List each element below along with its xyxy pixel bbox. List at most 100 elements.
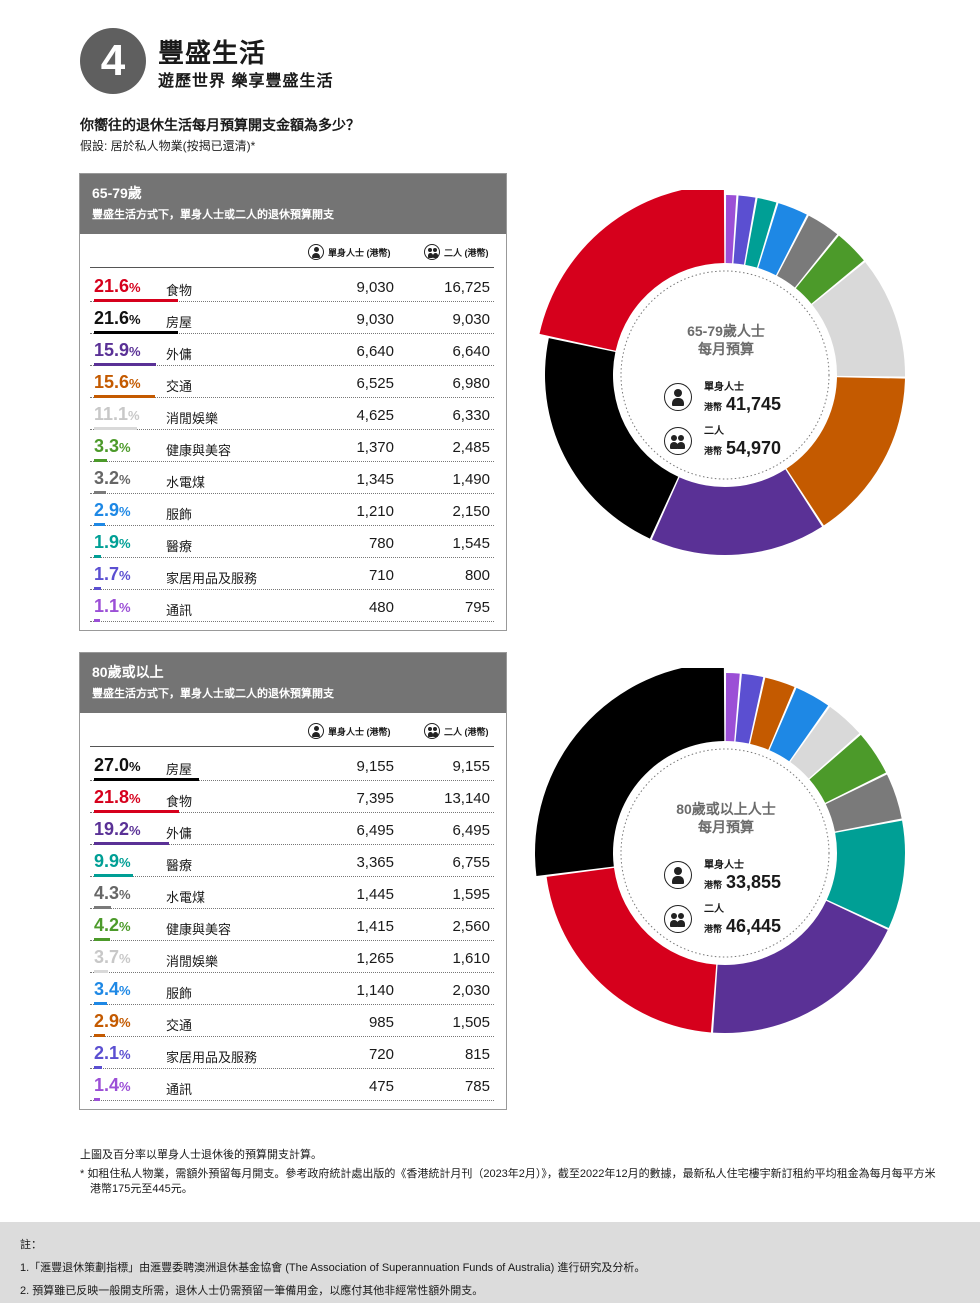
percentage-bar (94, 906, 111, 909)
currency-label: 港幣 (704, 402, 723, 412)
category-label: 食物 (166, 283, 193, 298)
donut-chart-65-79: 65-79歲人士 每月預算 單身人士 港幣 41,745 二人 港幣 54,970 (530, 185, 920, 580)
donut-slice-leisure (812, 262, 905, 377)
single-amount: 985 (368, 1014, 394, 1031)
single-amount: 780 (368, 535, 394, 552)
percentage-label: 1.7% (94, 564, 131, 584)
percentage-label: 27.0% (94, 755, 141, 775)
couple-amount: 16,725 (444, 279, 490, 296)
percentage-bar (94, 395, 155, 398)
couple-amount: 6,495 (452, 822, 490, 839)
couple-amount: 1,545 (452, 535, 490, 552)
donut-slice-medical (745, 197, 777, 268)
couple-amount: 2,030 (452, 982, 490, 999)
category-label: 健康與美容 (166, 443, 232, 458)
category-label: 健康與美容 (166, 922, 232, 937)
single-total: 單身人士 港幣 33,855 (664, 856, 781, 893)
column-headers: 單身人士 (港幣) 二人 (港幣) (80, 713, 506, 747)
single-amount: 1,210 (356, 503, 394, 520)
single-label: 單身人士 (704, 382, 744, 393)
percentage-bar (94, 778, 200, 781)
category-label: 家居用品及服務 (166, 1050, 258, 1065)
donut-slice-health (809, 734, 887, 803)
table-row: 3.3% 健康與美容 1,370 2,485 (90, 430, 494, 462)
percentage-bar (94, 491, 107, 494)
panel-header: 80歲或以上 豐盛生活方式下，單身人士或二人的退休預算開支 (80, 653, 506, 713)
percentage-label: 3.4% (94, 979, 131, 999)
percentage-label: 9.9% (94, 851, 131, 871)
donut-slice-dining (651, 469, 823, 555)
category-label: 水電煤 (166, 475, 206, 490)
table-row: 21.6% 房屋 9,030 9,030 (90, 302, 494, 334)
percentage-label: 21.6% (94, 308, 141, 328)
percentage-bar (94, 1098, 100, 1101)
table-row: 3.2% 水電煤 1,345 1,490 (90, 462, 494, 494)
donut-slice-housing (535, 663, 725, 877)
couple-column-header: 二人 (港幣) (424, 723, 489, 739)
two-persons-icon (664, 904, 692, 933)
percentage-bar (94, 363, 156, 366)
table-row: 27.0% 房屋 9,155 9,155 (90, 749, 494, 781)
table-row: 4.3% 水電煤 1,445 1,595 (90, 877, 494, 909)
single-person-icon (308, 723, 324, 739)
percentage-bar (94, 842, 169, 845)
couple-column-label: 二人 (港幣) (444, 726, 489, 737)
calculation-note: 上圖及百分率以單身人士退休後的預算開支計算。 (80, 1149, 322, 1161)
panel-age-title: 65-79歲 (92, 185, 142, 201)
table-row: 3.4% 服飾 1,140 2,030 (90, 973, 494, 1005)
percentage-bar (94, 938, 111, 941)
couple-label: 二人 (704, 426, 724, 437)
category-label: 外傭 (166, 826, 193, 841)
single-amount: 1,370 (356, 439, 394, 456)
single-amount: 9,155 (356, 758, 394, 775)
couple-amount: 1,595 (452, 886, 490, 903)
percentage-bar (94, 1034, 106, 1037)
couple-total-amount: 54,970 (726, 438, 782, 458)
table-row: 2.9% 服飾 1,210 2,150 (90, 494, 494, 526)
column-headers: 單身人士 (港幣) 二人 (港幣) (80, 234, 506, 268)
couple-column-label: 二人 (港幣) (444, 247, 489, 258)
two-persons-icon (664, 426, 692, 455)
category-label: 房屋 (166, 315, 193, 330)
percentage-bar (94, 523, 106, 526)
center-title-line1: 65-79歲人士 (687, 323, 765, 339)
table-rows: 27.0% 房屋 9,155 9,155 21.8% 食物 7,395 13,140 19.2%… (80, 749, 506, 1101)
percentage-bar (94, 1002, 108, 1005)
donut-slice-transport (786, 377, 905, 526)
percentage-label: 21.8% (94, 787, 141, 807)
single-amount: 9,030 (356, 311, 394, 328)
table-row: 15.6% 交通 6,525 6,980 (90, 366, 494, 398)
panel-header: 65-79歲 豐盛生活方式下，單身人士或二人的退休預算開支 (80, 174, 506, 234)
category-label: 服飾 (166, 986, 193, 1001)
couple-total-amount: 46,445 (726, 916, 782, 936)
single-amount: 1,445 (356, 886, 394, 903)
single-amount: 475 (368, 1078, 394, 1095)
rental-note: * 如租住私人物業，需額外預留每月開支。參考政府統計處出版的《香港統計月刊（20… (80, 1168, 936, 1195)
category-label: 房屋 (166, 762, 193, 777)
single-amount: 1,265 (356, 950, 394, 967)
percentage-label: 11.1% (94, 404, 140, 424)
percentage-bar (94, 619, 100, 622)
category-label: 水電煤 (166, 890, 206, 905)
percentage-bar (94, 970, 109, 973)
table-row: 1.4% 通訊 475 785 (90, 1069, 494, 1101)
single-person-icon (308, 244, 324, 260)
percentage-label: 1.1% (94, 596, 131, 616)
donut-chart-80-plus: 80歲或以上人士 每月預算 單身人士 港幣 33,855 二人 港幣 46,445 (530, 663, 920, 1058)
panel-age-title: 80歲或以上 (92, 664, 164, 680)
table-row: 1.1% 通訊 480 795 (90, 590, 494, 622)
percentage-bar (94, 1066, 103, 1069)
percentage-label: 2.1% (94, 1043, 131, 1063)
currency-label: 港幣 (704, 446, 723, 456)
donut-slice-telecom (725, 195, 737, 264)
percentage-bar (94, 587, 101, 590)
single-person-icon (664, 860, 692, 889)
percentage-label: 15.6% (94, 372, 141, 392)
center-title-line2: 每月預算 (698, 819, 754, 835)
donut-slice-household (735, 673, 764, 744)
single-total-amount: 41,745 (726, 394, 782, 414)
percentage-label: 1.4% (94, 1075, 131, 1095)
donut-slice-clothing (769, 687, 829, 762)
donut-slice-telecom (725, 673, 740, 742)
footer-note-2: 2. 預算雖已反映一般開支所需，退休人士仍需預留一筆備用金，以應付其他非經常性額… (20, 1285, 484, 1297)
